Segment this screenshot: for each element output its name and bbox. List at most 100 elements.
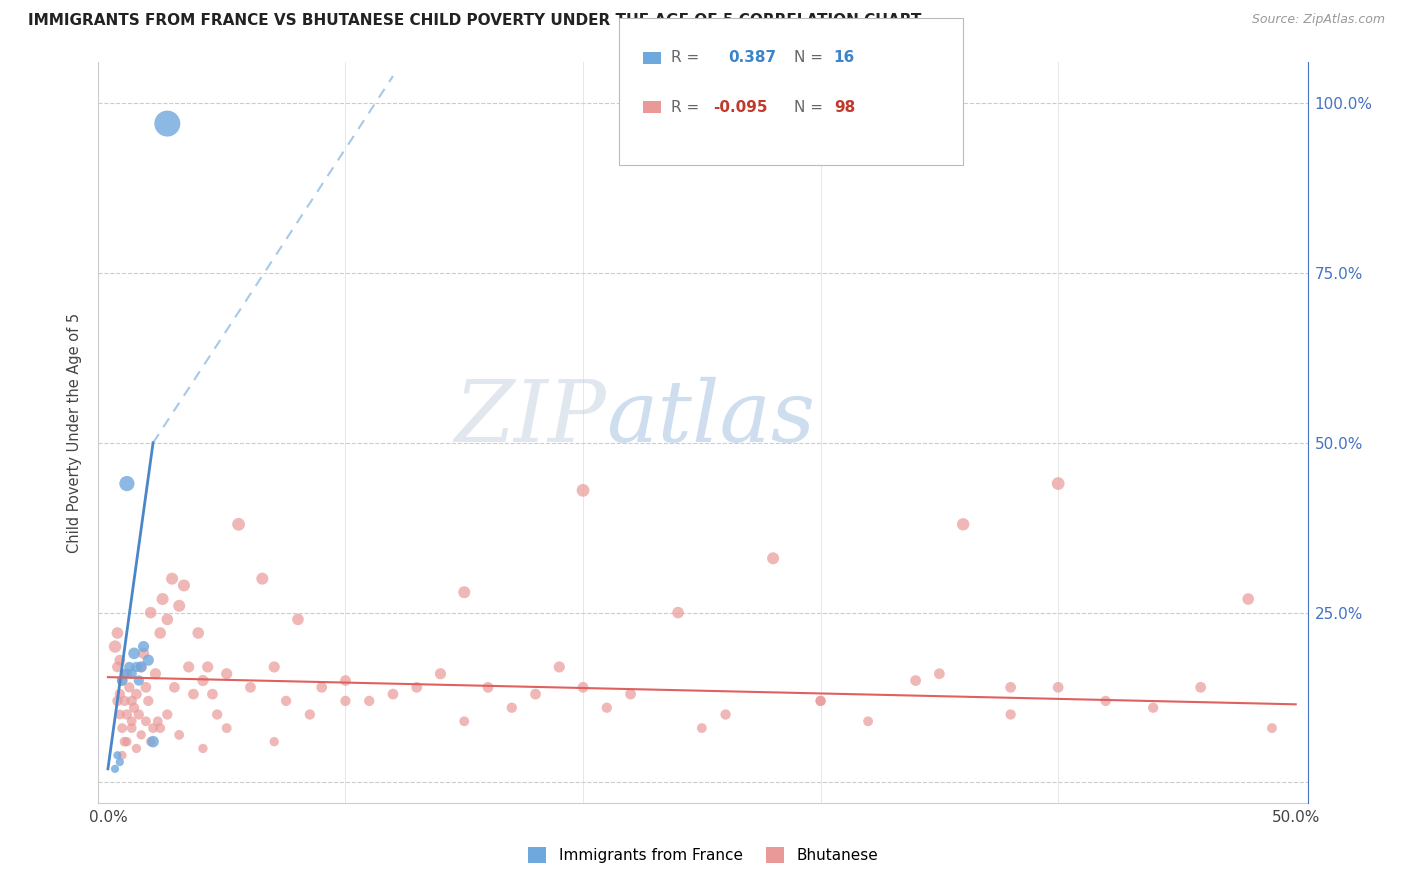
Point	[429, 666, 451, 681]
Text: -0.095: -0.095	[713, 100, 768, 114]
Point	[136, 694, 159, 708]
Text: ZIP: ZIP	[454, 376, 606, 459]
Point	[125, 741, 148, 756]
Legend: Immigrants from France, Bhutanese: Immigrants from France, Bhutanese	[522, 841, 884, 869]
Point	[810, 694, 832, 708]
Point	[160, 572, 183, 586]
Point	[405, 681, 427, 695]
Point	[215, 666, 238, 681]
Point	[548, 660, 571, 674]
Point	[524, 687, 547, 701]
Point	[129, 660, 152, 674]
Point	[149, 626, 172, 640]
Point	[128, 673, 150, 688]
Point	[108, 687, 131, 701]
Point	[263, 660, 285, 674]
Point	[1142, 700, 1164, 714]
Point	[810, 694, 832, 708]
Point	[1000, 707, 1022, 722]
Point	[163, 681, 186, 695]
Point	[596, 700, 619, 714]
Point	[1261, 721, 1284, 735]
Point	[107, 660, 129, 674]
Point	[1047, 476, 1070, 491]
Point	[107, 694, 129, 708]
Point	[156, 117, 179, 131]
Point	[145, 666, 167, 681]
Text: N =: N =	[794, 51, 828, 65]
Point	[197, 660, 219, 674]
Point	[104, 640, 127, 654]
Point	[129, 660, 152, 674]
Point	[183, 687, 205, 701]
Point	[167, 599, 190, 613]
Point	[146, 714, 169, 729]
Point	[108, 755, 131, 769]
Y-axis label: Child Poverty Under the Age of 5: Child Poverty Under the Age of 5	[67, 312, 83, 553]
Point	[125, 687, 148, 701]
Point	[121, 721, 143, 735]
Point	[115, 666, 138, 681]
Text: R =: R =	[671, 51, 709, 65]
Point	[114, 694, 136, 708]
Point	[335, 694, 357, 708]
Point	[572, 483, 595, 498]
Point	[274, 694, 297, 708]
Point	[121, 714, 143, 729]
Point	[121, 666, 143, 681]
Text: R =: R =	[671, 100, 704, 114]
Point	[298, 707, 321, 722]
Point	[139, 606, 162, 620]
Point	[205, 707, 228, 722]
Point	[215, 721, 238, 735]
Text: IMMIGRANTS FROM FRANCE VS BHUTANESE CHILD POVERTY UNDER THE AGE OF 5 CORRELATION: IMMIGRANTS FROM FRANCE VS BHUTANESE CHIL…	[28, 13, 921, 29]
Point	[263, 734, 285, 748]
Point	[114, 734, 136, 748]
Point	[111, 748, 134, 763]
Point	[111, 721, 134, 735]
Point	[177, 660, 200, 674]
Point	[619, 687, 641, 701]
Point	[121, 694, 143, 708]
Point	[136, 653, 159, 667]
Point	[132, 640, 155, 654]
Text: 16: 16	[834, 51, 855, 65]
Point	[453, 585, 475, 599]
Point	[107, 626, 129, 640]
Text: Source: ZipAtlas.com: Source: ZipAtlas.com	[1251, 13, 1385, 27]
Point	[173, 578, 195, 592]
Point	[187, 626, 209, 640]
Point	[228, 517, 250, 532]
Point	[111, 673, 134, 688]
Point	[311, 681, 333, 695]
Point	[382, 687, 405, 701]
Point	[453, 714, 475, 729]
Point	[856, 714, 879, 729]
Point	[108, 653, 131, 667]
Point	[1237, 592, 1260, 607]
Point	[152, 592, 174, 607]
Point	[135, 714, 157, 729]
Point	[115, 707, 138, 722]
Point	[104, 762, 127, 776]
Point	[107, 748, 129, 763]
Point	[191, 673, 214, 688]
Point	[201, 687, 224, 701]
Point	[1189, 681, 1212, 695]
Text: 98: 98	[834, 100, 855, 114]
Point	[904, 673, 927, 688]
Point	[335, 673, 357, 688]
Point	[359, 694, 381, 708]
Point	[477, 681, 499, 695]
Point	[122, 700, 145, 714]
Point	[139, 734, 162, 748]
Point	[501, 700, 523, 714]
Point	[1000, 681, 1022, 695]
Point	[572, 681, 595, 695]
Point	[118, 660, 141, 674]
Point	[135, 681, 157, 695]
Text: 0.387: 0.387	[728, 51, 776, 65]
Point	[1047, 681, 1070, 695]
Point	[128, 707, 150, 722]
Point	[1094, 694, 1116, 708]
